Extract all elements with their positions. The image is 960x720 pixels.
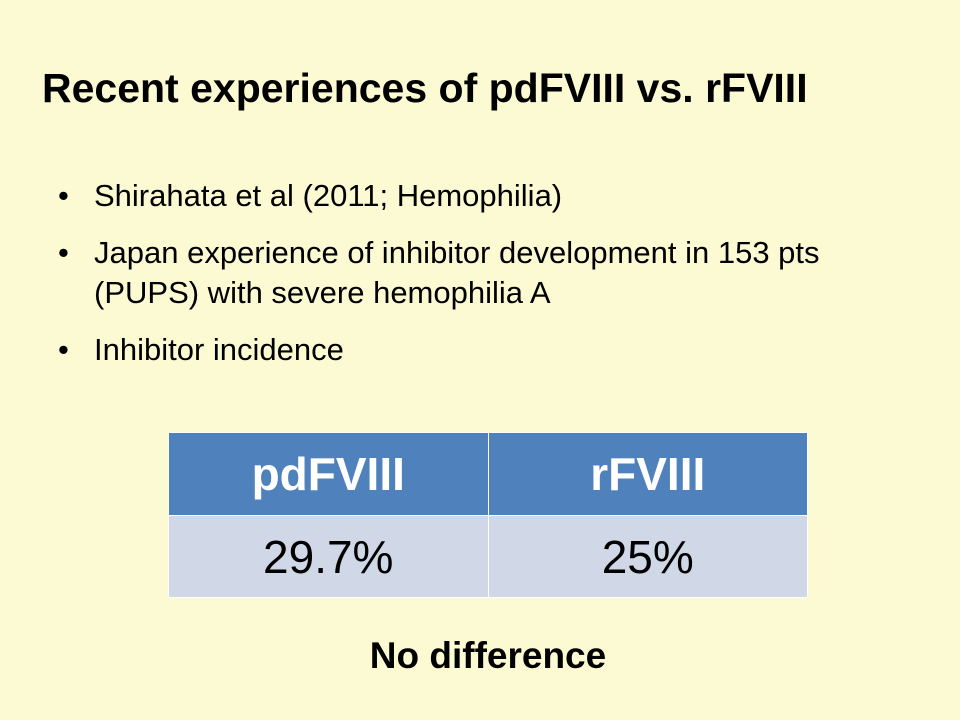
header-rfviii: rFVIII	[487, 432, 808, 516]
header-pdfviii: pdFVIII	[168, 432, 489, 516]
bullet-item-inhibitor-incidence: Inhibitor incidence	[58, 330, 918, 370]
incidence-table: pdFVIII rFVIII 29.7% 25%	[168, 432, 808, 598]
bullet-item-study-description: Japan experience of inhibitor developmen…	[58, 233, 918, 313]
bullet-item-citation: Shirahata et al (2011; Hemophilia)	[58, 176, 918, 216]
conclusion-text: No difference	[369, 635, 607, 676]
cell-pdfviii-incidence: 29.7%	[168, 515, 489, 598]
cell-rfviii-incidence: 25%	[487, 515, 808, 598]
bullet-list: Shirahata et al (2011; Hemophilia) Japan…	[58, 176, 918, 387]
table-header-row: pdFVIII rFVIII	[168, 432, 808, 516]
slide-title: Recent experiences of pdFVIII vs. rFVIII	[42, 65, 808, 111]
table-row: 29.7% 25%	[168, 515, 808, 598]
